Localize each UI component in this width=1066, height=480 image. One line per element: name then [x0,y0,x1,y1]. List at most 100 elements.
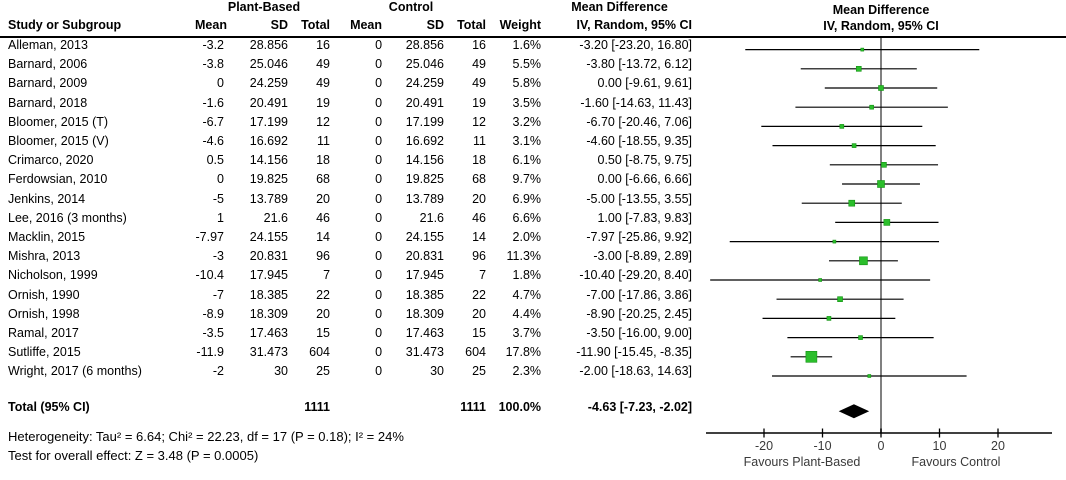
total1-cell: 11 [317,134,331,149]
study-name-cell: Ornish, 1998 [8,306,80,321]
mean-difference-header: Mean Difference [571,0,668,14]
total1-cell: 18 [316,153,331,168]
tick-label: 10 [933,439,947,453]
weight-cell: 2.3% [512,364,542,379]
ci-cell: -4.60 [-18.55, 9.35] [586,134,693,149]
mean1-cell: -3.8 [202,57,224,72]
sd1-cell: 19.825 [249,172,288,187]
study-name-cell: Nicholson, 1999 [8,268,98,283]
mean2-cell: 0 [375,345,383,360]
study-name-cell: Ramal, 2017 [8,326,79,341]
mean2-cell: 0 [375,76,383,91]
weight-cell: 6.6% [512,210,542,225]
total1-cell: 46 [316,210,331,225]
total1-cell: 49 [316,57,331,72]
study-name-cell: Bloomer, 2015 (V) [8,134,109,149]
effect-marker [877,180,885,188]
total-weight-cell: 100.0% [498,399,542,414]
tick-label: 0 [878,439,885,453]
col-total-2: Total [457,18,487,32]
total1-cell: 96 [316,249,331,264]
study-name-cell: Mishra, 2013 [8,249,81,264]
mean1-cell: -5 [212,191,224,206]
col-mean-1: Mean [195,18,227,32]
total2-cell: 7 [479,268,487,283]
overall-effect-note: Test for overall effect: Z = 3.48 (P = 0… [8,447,259,463]
weight-cell: 4.7% [512,287,542,302]
column-header-row: Study or Subgroup Mean SD Total Mean SD … [0,18,695,36]
total2-cell: 20 [472,191,487,206]
header-divider [0,36,1066,38]
study-name-cell: Macklin, 2015 [8,230,86,245]
total1-cell: 7 [323,268,331,283]
spacer-row [0,382,695,398]
plot-header-line1: Mean Difference [832,3,930,17]
footnotes: Heterogeneity: Tau² = 6.64; Chi² = 22.23… [8,428,404,465]
total-row: Total (95% CI) 1111 1111 100.0% -4.63 [-7.23… [0,398,695,417]
sd1-cell: 14.156 [249,153,288,168]
effect-marker [860,47,865,52]
sd1-cell: 20.491 [249,95,288,110]
study-row: Jenkins, 2014 -5 13.789 20 0 13.789 20 6.9% -5.0… [0,190,695,209]
group1-header: Plant-Based [227,0,301,14]
sd1-cell: 17.463 [249,326,288,341]
group2-header: Control [388,0,434,14]
summary-diamond [838,404,870,419]
mean1-cell: -3 [212,249,224,264]
total2-cell: 96 [472,249,487,264]
sd1-cell: 30 [274,364,288,379]
sd2-cell: 31.473 [405,345,445,360]
sd2-cell: 18.309 [405,306,445,321]
col-study: Study or Subgroup [8,18,122,32]
study-name-cell: Barnard, 2006 [8,57,88,72]
effect-marker [826,316,832,321]
study-row: Ramal, 2017 -3.5 17.463 15 0 17.463 15 3.7% -3.5… [0,324,695,343]
mean2-cell: 0 [375,172,383,187]
study-name-cell: Sutliffe, 2015 [8,345,81,360]
total1-cell: 19 [316,95,331,110]
col-mean-2: Mean [350,18,383,32]
mean1-cell: 1 [217,210,224,225]
tick-label: -10 [813,439,831,453]
weight-cell: 3.5% [512,95,542,110]
weight-cell: 1.8% [512,268,542,283]
mean2-cell: 0 [375,153,383,168]
mean1-cell: -7.97 [195,230,225,245]
mean2-cell: 0 [375,57,383,72]
effect-marker [878,85,884,91]
forest-table: Plant-Based Control Mean Difference Stud… [0,0,695,417]
sd1-cell: 18.385 [249,287,288,302]
total2-cell: 14 [472,230,487,245]
sd1-cell: 24.259 [249,76,288,91]
sd1-cell: 21.6 [263,210,288,225]
sd2-cell: 28.856 [405,38,445,52]
total2-cell: 18 [472,153,487,168]
study-row: Sutliffe, 2015 -11.9 31.473 604 0 31.473 604 17… [0,343,695,362]
total2-cell: 11 [473,134,487,149]
effect-marker [818,278,822,282]
mean2-cell: 0 [375,268,383,283]
sd1-cell: 25.046 [249,57,288,72]
study-row: Barnard, 2006 -3.8 25.046 49 0 25.046 49 5.5% -3… [0,55,695,74]
 [447,382,489,398]
total2-cell: 20 [472,306,487,321]
total2-cell: 49 [472,76,487,91]
total-label-cell: Total (95% CI) [8,399,90,414]
plot-header-line2: IV, Random, 95% CI [823,19,939,33]
sd1-cell: 31.473 [249,345,288,360]
study-name-cell: Bloomer, 2015 (T) [8,114,109,129]
study-name-cell: Barnard, 2018 [8,95,88,110]
ci-cell: 0.50 [-8.75, 9.75] [597,153,693,168]
total1-cell: 12 [316,114,331,129]
total2-cell: 12 [472,114,487,129]
ci-cell: 0.00 [-6.66, 6.66] [597,172,693,187]
weight-cell: 6.1% [512,153,542,168]
study-row: Macklin, 2015 -7.97 24.155 14 0 24.155 14 2.0% -… [0,228,695,247]
col-ci: IV, Random, 95% CI [576,18,693,32]
ci-cell: -3.80 [-13.72, 6.12] [586,57,693,72]
mean2-cell: 0 [375,306,383,321]
heterogeneity-note: Heterogeneity: Tau² = 6.64; Chi² = 22.23… [8,429,404,444]
effect-marker [867,374,872,378]
weight-cell: 1.6% [512,38,542,52]
